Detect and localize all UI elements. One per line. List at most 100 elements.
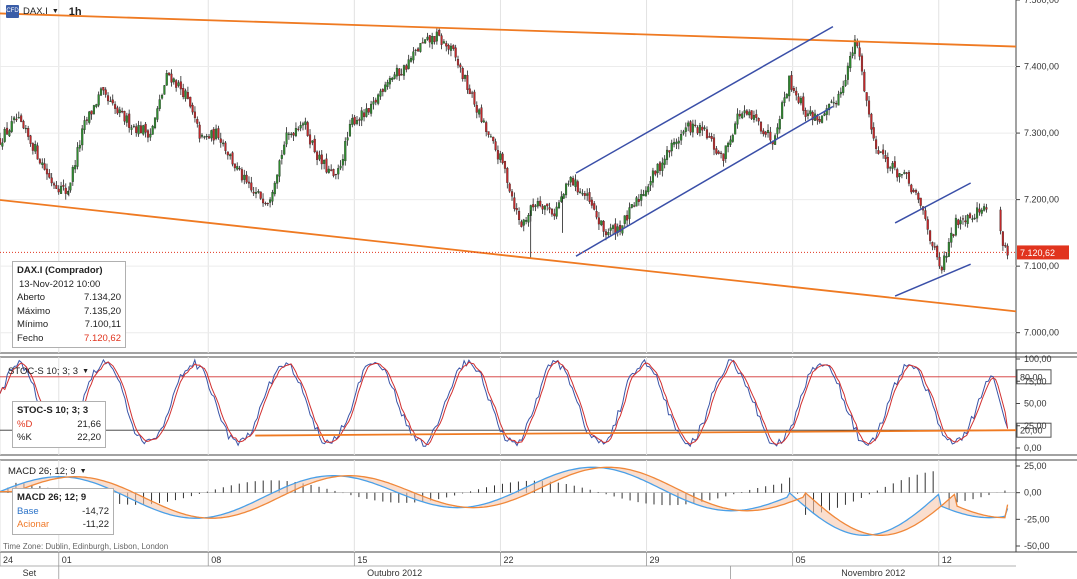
- candle-body: [583, 193, 586, 196]
- candle-body: [804, 110, 807, 117]
- candle-body: [797, 96, 800, 103]
- candle-body: [1001, 231, 1004, 246]
- candle-body: [882, 149, 885, 155]
- candle-body: [757, 118, 760, 122]
- candle-body: [170, 73, 173, 83]
- info-row-low: Mínimo 7.100,11: [17, 319, 121, 330]
- info-box-title: DAX.I (Comprador): [17, 265, 103, 276]
- candle-body: [104, 89, 107, 95]
- candle-body: [687, 122, 690, 127]
- candle-body: [933, 246, 936, 248]
- candle-body: [985, 207, 988, 210]
- timeframe-label[interactable]: 1h: [68, 5, 82, 18]
- candle-body: [647, 186, 650, 193]
- symbol-label[interactable]: DAX.I: [23, 6, 48, 17]
- candle-body: [727, 142, 730, 147]
- candle-body: [729, 139, 732, 145]
- candle-body: [332, 169, 335, 176]
- candle-body: [69, 182, 72, 191]
- candle-body: [36, 145, 39, 160]
- macd-header-label[interactable]: MACD 26; 12; 9: [8, 466, 76, 477]
- candle-body: [287, 133, 290, 135]
- candle-body: [29, 135, 32, 144]
- candle-body: [313, 138, 316, 153]
- candle-body: [487, 131, 490, 135]
- x-tick-label: 22: [503, 555, 513, 565]
- candle-body: [947, 242, 950, 257]
- y-tick-label: 0,00: [1024, 488, 1042, 498]
- candle-body: [330, 169, 333, 171]
- candle-body: [191, 104, 194, 113]
- candle-body: [682, 131, 685, 134]
- candle-body: [24, 128, 27, 130]
- macd-header[interactable]: MACD 26; 12; 9 ▼: [8, 466, 87, 477]
- candle-body: [71, 167, 74, 182]
- candle-body: [184, 90, 187, 99]
- candle-body: [896, 169, 899, 178]
- candle-body: [959, 220, 962, 225]
- dropdown-arrow-icon[interactable]: ▼: [51, 8, 59, 15]
- candle-body: [492, 136, 495, 142]
- candle-body: [825, 108, 828, 115]
- candle-body: [557, 202, 561, 209]
- candle-body: [755, 114, 758, 118]
- stoch-trendline: [255, 429, 1017, 437]
- candle-body: [844, 79, 847, 86]
- macd-trigger-line: [0, 466, 1009, 536]
- candle-body: [85, 119, 88, 121]
- candle-body: [449, 45, 453, 51]
- stoch-header[interactable]: STOC-S 10; 3; 3 ▼: [8, 366, 89, 377]
- candle-body: [374, 99, 377, 103]
- candle-body: [762, 130, 765, 135]
- candle-body: [534, 205, 537, 207]
- candle-body: [705, 129, 709, 139]
- candle-body: [623, 215, 626, 224]
- candle-body: [745, 110, 748, 115]
- candle-body: [708, 136, 711, 138]
- candle-body: [907, 172, 911, 184]
- candle-body: [654, 170, 657, 175]
- candle-body: [569, 177, 572, 183]
- candle-body: [459, 64, 462, 68]
- stoch-header-label[interactable]: STOC-S 10; 3; 3: [8, 366, 79, 377]
- candle-body: [290, 133, 293, 135]
- candle-body: [950, 232, 953, 243]
- candle-body: [543, 205, 546, 210]
- candle-body: [233, 163, 236, 169]
- candle-body: [48, 173, 51, 178]
- candle-body: [743, 110, 746, 114]
- candle-body: [886, 157, 889, 169]
- candle-body: [860, 55, 864, 72]
- x-tick-label: 29: [650, 555, 660, 565]
- candle-body: [940, 266, 943, 271]
- candle-body: [168, 72, 171, 76]
- candle-body: [715, 148, 718, 154]
- candle-body: [62, 184, 65, 187]
- macd-fill-area: [0, 467, 1008, 536]
- candle-body: [823, 113, 826, 116]
- candle-body: [27, 128, 30, 137]
- candle-body: [900, 174, 903, 176]
- dropdown-arrow-icon[interactable]: ▼: [79, 468, 87, 475]
- candle-body: [254, 192, 258, 194]
- candle-body: [308, 134, 312, 145]
- candle-body: [830, 101, 833, 103]
- candle-body: [203, 136, 206, 138]
- month-label: Outubro 2012: [367, 568, 422, 578]
- y-tick-label: 7.000,00: [1024, 328, 1059, 338]
- candle-body: [499, 153, 502, 160]
- candle-body: [724, 145, 727, 159]
- candle-body: [593, 203, 596, 210]
- candle-body: [229, 154, 232, 157]
- candle-body: [5, 127, 9, 135]
- candle-body: [644, 190, 647, 197]
- candle-body: [936, 246, 939, 258]
- candle-body: [1, 142, 4, 147]
- main-chart-header[interactable]: CFD DAX.I ▼ 1h: [6, 5, 82, 18]
- candle-body: [875, 139, 878, 149]
- dropdown-arrow-icon[interactable]: ▼: [82, 368, 89, 375]
- candle-body: [919, 197, 922, 206]
- candle-body: [257, 191, 260, 193]
- candle-body: [759, 121, 763, 132]
